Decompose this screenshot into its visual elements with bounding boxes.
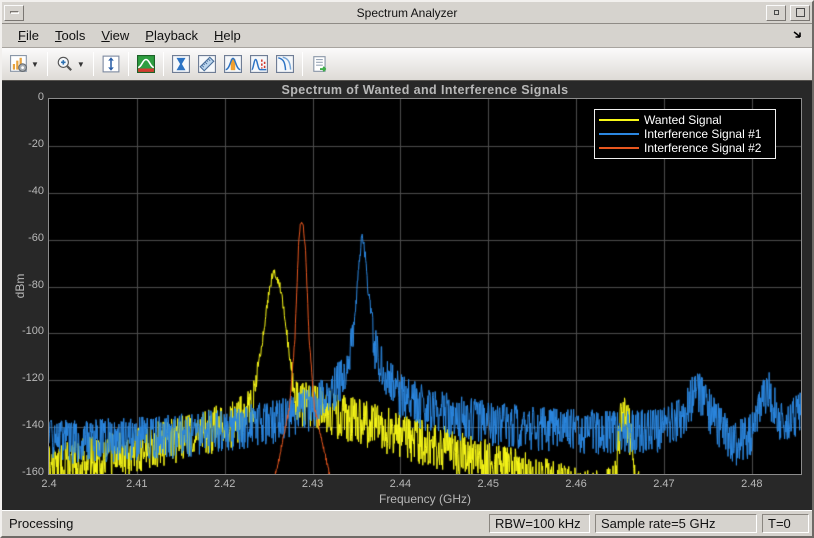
peak-finder-icon [171,55,190,73]
y-axis-ticks: 0 -20 -40 -60 -80 -100 -120 -140 -160 [2,81,44,510]
ccdf-measurements-icon [275,55,294,73]
menu-item-tools[interactable]: Tools [54,28,86,43]
x-tick-label: 2.48 [741,478,763,490]
dropdown-caret-icon: ▼ [76,59,85,69]
window-menu-button[interactable] [4,4,24,21]
y-tick-label: -160 [21,466,44,478]
toolbar-separator [162,52,164,76]
toolbar-separator [46,52,48,76]
x-tick-label: 2.4 [41,478,57,490]
spectrum-settings-icon [10,55,27,72]
restore-button[interactable] [766,4,786,21]
playback-settings-icon [313,56,327,72]
ccdf-measurements-button[interactable] [272,51,298,77]
channel-measurements-button[interactable] [220,51,246,77]
y-tick-label: -80 [28,278,44,291]
spectrum-view-icon [136,55,155,73]
y-tick-label: -20 [28,137,44,150]
restore-icon [773,10,779,15]
legend-line-sample [599,147,639,149]
legend-entry-interference-1: Interference Signal #1 [599,127,771,141]
y-tick-label: 0 [37,91,44,103]
plot-title: Spectrum of Wanted and Interference Sign… [281,83,569,97]
x-axis-ticks: 2.4 2.41 2.42 2.43 2.44 2.45 2.46 2.47 2.48 [2,478,812,491]
autoscale-y-button[interactable] [98,51,124,77]
legend-line-sample [599,119,639,121]
spectrum-plot-canvas[interactable] [49,99,801,474]
y-tick-label: -40 [28,184,44,197]
cursor-measurements-icon [197,55,216,73]
x-tick-label: 2.42 [213,478,236,490]
cursor-measurements-button[interactable] [194,51,220,77]
x-tick-label: 2.43 [301,478,324,490]
plot-area[interactable]: Wanted Signal Interference Signal #1 Int… [48,98,802,475]
menu-item-file[interactable]: File [18,28,39,43]
maximize-icon [795,8,805,17]
toolbar-separator [301,52,303,76]
figure-area: Spectrum of Wanted and Interference Sign… [2,81,812,510]
menu-item-help[interactable]: Help [214,28,241,43]
title-bar[interactable]: Spectrum Analyzer [2,2,812,24]
status-text: Processing [9,516,74,531]
legend-entry-wanted: Wanted Signal [599,113,771,127]
x-tick-label: 2.45 [477,478,499,490]
menu-bar: File Tools View Playback Help [2,24,812,48]
maximize-button[interactable] [790,4,810,21]
x-axis-label: Frequency (GHz) [378,492,472,506]
x-tick-label: 2.41 [126,478,148,490]
rbw-panel: RBW=100 kHz [489,514,590,533]
toolbar: ▼ ▼ [2,48,812,81]
y-tick-label: -100 [21,325,44,338]
peak-finder-button[interactable] [168,51,194,77]
y-tick-label: -120 [21,372,44,385]
channel-measurements-icon [223,55,242,73]
autoscale-y-icon [102,55,120,73]
y-tick-label: -140 [21,419,44,432]
legend-entry-interference-2: Interference Signal #2 [599,141,771,155]
menu-item-view[interactable]: View [101,28,130,43]
playback-settings-button[interactable] [307,51,333,77]
zoom-in-icon [57,56,72,71]
spectrum-view-button[interactable] [133,51,159,77]
menu-overflow-arrow-icon[interactable] [792,28,804,43]
distortion-measurements-button[interactable] [246,51,272,77]
legend[interactable]: Wanted Signal Interference Signal #1 Int… [594,109,776,159]
sample-rate-panel: Sample rate=5 GHz [595,514,757,533]
status-bar: Processing RBW=100 kHz Sample rate=5 GHz… [2,510,812,536]
window-title: Spectrum Analyzer [356,5,458,20]
y-tick-label: -60 [28,231,44,244]
zoom-in-button[interactable]: ▼ [52,51,89,77]
toolbar-separator [92,52,94,76]
x-tick-label: 2.47 [653,478,675,490]
menu-item-playback[interactable]: Playback [145,28,199,43]
dropdown-caret-icon: ▼ [31,59,39,69]
x-tick-label: 2.44 [389,478,412,490]
time-panel: T=0 [762,514,809,533]
spectrum-settings-button[interactable]: ▼ [6,51,43,77]
distortion-measurements-icon [249,55,268,73]
window-menu-icon [9,11,19,14]
legend-line-sample [599,133,639,135]
x-tick-label: 2.46 [565,478,587,490]
toolbar-separator [127,52,129,76]
